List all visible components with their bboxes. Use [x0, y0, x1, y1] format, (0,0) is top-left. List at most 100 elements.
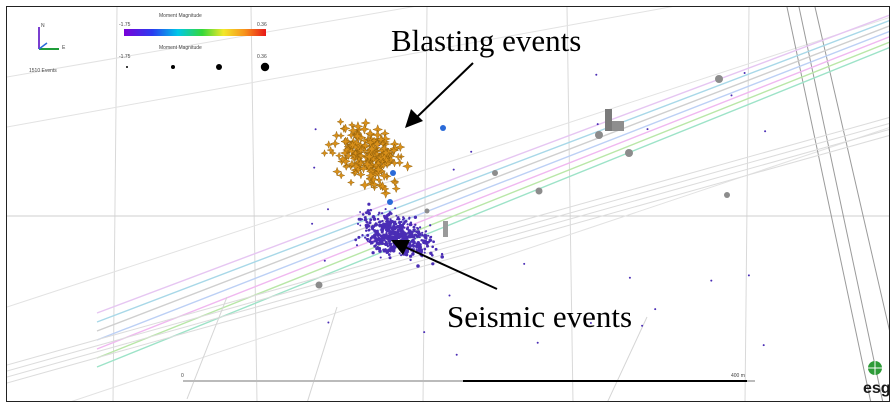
blasting-event-star — [395, 142, 406, 153]
seismic-event-dot — [357, 235, 361, 239]
seismic-event-dot — [595, 73, 598, 76]
blasting-event-star — [356, 158, 366, 168]
seismic-event-dot — [373, 244, 377, 248]
sensor-markers — [315, 75, 730, 289]
seismic-event-cloud — [311, 72, 767, 356]
seismic-event-dot — [364, 236, 367, 239]
blasting-event-star — [356, 146, 366, 155]
scene-canvas[interactable]: N E Moment Magnitude -1.75 0.36 — [7, 7, 890, 402]
sensor-marker — [535, 187, 543, 195]
seismic-event-dot — [403, 226, 406, 229]
blasting-event-star — [365, 170, 377, 181]
seismic-event-dot — [369, 218, 373, 222]
seismic-event-dot — [423, 247, 427, 251]
seismic-event-dot — [628, 276, 631, 279]
seismic-event-dot — [314, 128, 317, 131]
sensor-marker — [715, 75, 723, 83]
seismic-event-dot — [440, 252, 444, 256]
seismic-event-dot — [416, 231, 421, 236]
tunnel-line — [7, 129, 889, 378]
seismic-event-dot — [380, 234, 382, 237]
seismic-event-dot — [354, 238, 358, 242]
seismic-event-dot — [413, 215, 418, 219]
seismic-event-dot — [369, 208, 373, 212]
blasting-event-star — [391, 184, 401, 194]
seismic-event-dot — [375, 247, 378, 250]
seismic-event-dot — [418, 226, 422, 229]
axes-gizmo: N E — [38, 23, 66, 51]
blasting-event-star — [376, 134, 386, 145]
seismic-event-dot — [427, 234, 430, 237]
seismic-event-dot — [429, 224, 432, 227]
seismic-event-dot — [398, 232, 401, 235]
seismic-event-dot — [401, 218, 405, 221]
size-dot-2 — [171, 65, 175, 69]
seismic-event-dot — [418, 234, 422, 237]
blasting-event-star — [351, 161, 361, 172]
seismic-event-dot — [361, 234, 364, 237]
seismic-event-dot — [368, 228, 371, 232]
seismic-event-dot — [367, 211, 371, 216]
grid-line-diagonal — [7, 7, 673, 128]
seismic-event-dot — [431, 262, 435, 266]
seismic-event-dot — [448, 294, 451, 297]
grid-line-vertical — [250, 7, 258, 401]
infrastructure-block — [443, 221, 448, 237]
esg-logo-text: esg — [863, 380, 890, 397]
seismic-event-dot — [407, 229, 410, 232]
seismic-event-dot — [358, 218, 361, 221]
grid-line-vertical — [112, 7, 118, 401]
scale-bar: 0 400 m — [181, 373, 755, 382]
seismic-event-dot — [379, 223, 383, 227]
blasting-event-star — [379, 133, 391, 145]
seismic-event-dot — [429, 236, 432, 239]
seismic-event-dot — [710, 279, 713, 282]
seismic-event-dot — [400, 254, 403, 257]
seismic-event-dot — [397, 236, 401, 240]
sensor-marker — [625, 149, 633, 157]
color-legend-min: -1.75 — [119, 22, 131, 28]
blasting-event-star — [347, 159, 357, 169]
seismic-event-dot — [394, 231, 398, 235]
seismic-event-dot — [382, 222, 386, 226]
seismic-event-dot — [327, 321, 330, 324]
blasting-event-star — [362, 159, 373, 170]
blasting-event-star — [391, 178, 400, 187]
seismic-event-dot — [387, 199, 393, 205]
blasting-event-cloud — [320, 117, 414, 199]
shaft-line — [814, 7, 889, 331]
seismic-event-dot — [383, 217, 386, 220]
seismic-event-dot — [363, 217, 368, 222]
seismic-event-dot — [356, 222, 360, 225]
seismic-event-dot — [419, 248, 424, 252]
blasting-event-star — [351, 168, 360, 177]
color-legend: Moment Magnitude -1.75 0.36 — [119, 13, 267, 36]
seismic-event-dot — [381, 229, 384, 233]
seismic-event-dot — [406, 223, 409, 226]
blasting-event-star — [370, 136, 379, 145]
seismic-event-dot — [361, 213, 365, 216]
seismic-event-dot — [406, 226, 410, 229]
seismic-event-dot — [385, 230, 388, 233]
seismic-event-dot — [470, 150, 473, 153]
infrastructure-block — [612, 121, 624, 131]
seismic-event-dot — [403, 222, 406, 225]
seismic-event-dot — [398, 223, 402, 227]
seismic-event-dot — [377, 213, 380, 216]
mine-3d-view[interactable]: N E Moment Magnitude -1.75 0.36 — [6, 6, 890, 402]
seismic-event-dot — [394, 207, 397, 210]
seismic-event-dot — [366, 240, 369, 242]
seismic-event-dot — [409, 258, 412, 262]
seismic-event-dot — [374, 223, 378, 227]
seismic-event-dot — [421, 233, 424, 237]
seismic-event-dot — [392, 221, 397, 225]
seismic-event-dot — [410, 230, 414, 235]
blasting-event-star — [395, 158, 405, 168]
seismic-event-dot — [380, 212, 384, 215]
seismic-event-dot — [416, 227, 420, 230]
seismic-event-dot — [423, 235, 426, 238]
blasting-event-star — [402, 160, 414, 172]
sensor-marker — [492, 170, 498, 176]
seismic-event-dot — [311, 222, 314, 225]
blasting-event-star — [389, 146, 399, 155]
